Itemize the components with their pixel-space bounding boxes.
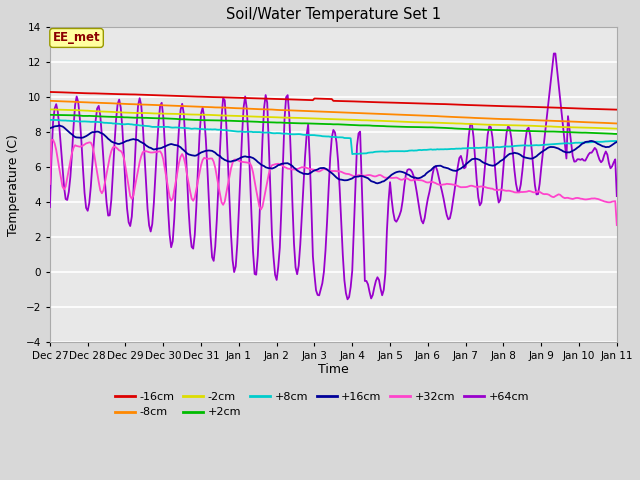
Text: EE_met: EE_met (52, 32, 100, 45)
X-axis label: Time: Time (318, 362, 349, 376)
Legend: -16cm, -8cm, -2cm, +2cm, +8cm, +16cm, +32cm, +64cm: -16cm, -8cm, -2cm, +2cm, +8cm, +16cm, +3… (115, 392, 529, 418)
Y-axis label: Temperature (C): Temperature (C) (7, 134, 20, 236)
Title: Soil/Water Temperature Set 1: Soil/Water Temperature Set 1 (226, 7, 441, 22)
